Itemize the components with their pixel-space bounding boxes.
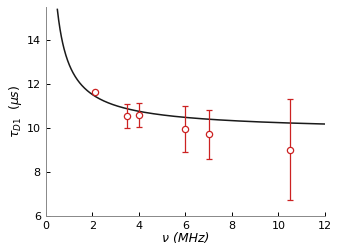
X-axis label: ν (MHz): ν (MHz) (162, 232, 209, 245)
Y-axis label: $\tau_{D1}$  $(\mu s)$: $\tau_{D1}$ $(\mu s)$ (7, 85, 24, 138)
